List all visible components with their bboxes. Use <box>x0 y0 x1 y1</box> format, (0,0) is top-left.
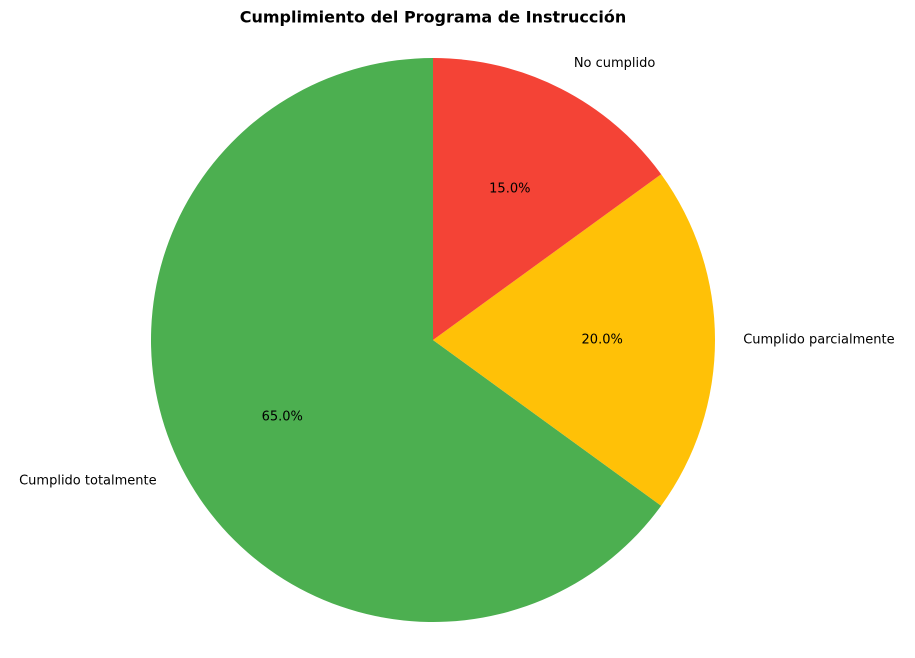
pie-slice <box>433 174 716 506</box>
value-label: 65.0% <box>262 409 303 424</box>
slice-label: Cumplido parcialmente <box>743 333 894 348</box>
slice-label: Cumplido totalmente <box>19 473 157 488</box>
pie-slice <box>151 58 662 622</box>
chart-title: Cumplimiento del Programa de Instrucción <box>240 8 627 27</box>
value-label: 20.0% <box>582 333 623 348</box>
pie-slice <box>433 58 662 340</box>
slice-label: No cumplido <box>574 56 656 71</box>
value-label: 15.0% <box>489 182 530 197</box>
